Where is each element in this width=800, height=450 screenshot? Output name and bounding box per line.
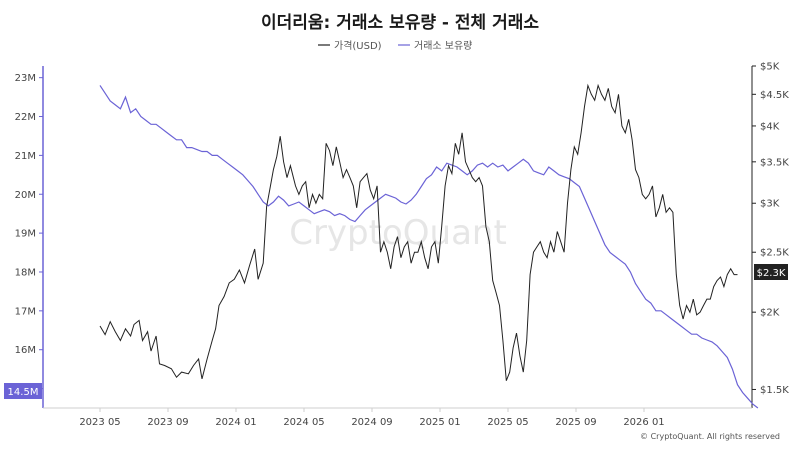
right-axis-ticks: $5K $4.5K $4K $3.5K $3K $2.5K $2K $1.5K xyxy=(752,62,789,396)
x-tick-label-1: 2023 09 xyxy=(147,417,188,428)
right-tick-label-1: $4.5K xyxy=(760,90,789,101)
left-tick-label-2: 21M xyxy=(15,151,36,162)
x-tick-label-8: 2026 01 xyxy=(623,417,664,428)
x-tick-label-0: 2023 05 xyxy=(79,417,120,428)
x-tick-label-6: 2025 05 xyxy=(487,417,528,428)
legend-label-reserve[interactable]: 거래소 보유량 xyxy=(414,40,472,52)
left-badge-bg xyxy=(4,383,42,399)
right-tick-label-6: $2K xyxy=(760,308,780,319)
series-line-price xyxy=(99,83,738,381)
copyright-text: © CryptoQuant. All rights reserved xyxy=(640,432,780,441)
left-axis-ticks: 23M22M21M20M19M18M17M16M15M xyxy=(15,73,43,395)
right-tick-label-0: $5K xyxy=(760,62,780,73)
left-value-badge: 14.5M xyxy=(4,383,42,399)
right-tick-label-5: $2.5K xyxy=(760,248,789,259)
right-tick-label-4: $3K xyxy=(760,199,780,210)
right-tick-label-2: $4K xyxy=(760,121,780,132)
left-tick-label-4: 19M xyxy=(15,229,36,240)
left-tick-label-5: 18M xyxy=(15,267,36,278)
right-value-badge: $2.3K xyxy=(754,264,788,280)
left-tick-label-1: 22M xyxy=(15,112,36,123)
x-tick-label-4: 2024 09 xyxy=(351,417,392,428)
series-line-reserve xyxy=(99,85,759,409)
right-tick-label-3: $3.5K xyxy=(760,157,789,168)
x-tick-label-7: 2025 09 xyxy=(555,417,596,428)
legend-label-price[interactable]: 가격(USD) xyxy=(334,39,382,52)
left-badge-text: 14.5M xyxy=(8,387,39,398)
left-tick-label-3: 20M xyxy=(15,190,36,201)
chart-title: 이더리움: 거래소 보유량 - 전체 거래소 xyxy=(261,13,539,33)
left-tick-label-7: 16M xyxy=(15,345,36,356)
x-tick-label-2: 2024 01 xyxy=(215,417,256,428)
right-badge-bg xyxy=(754,264,788,280)
left-tick-label-6: 17M xyxy=(15,306,36,317)
x-tick-label-3: 2024 05 xyxy=(283,417,324,428)
left-tick-label-0: 23M xyxy=(15,73,36,84)
x-tick-label-5: 2025 01 xyxy=(419,417,460,428)
x-axis-ticks: 2023 05 2023 09 2024 01 2024 05 2024 09 2025 … xyxy=(79,408,665,428)
legend: 가격(USD) 거래소 보유량 xyxy=(318,39,472,52)
watermark: CryptoQuant xyxy=(289,213,507,253)
right-tick-label-7: $1.5K xyxy=(760,385,789,396)
right-badge-text: $2.3K xyxy=(757,268,786,279)
